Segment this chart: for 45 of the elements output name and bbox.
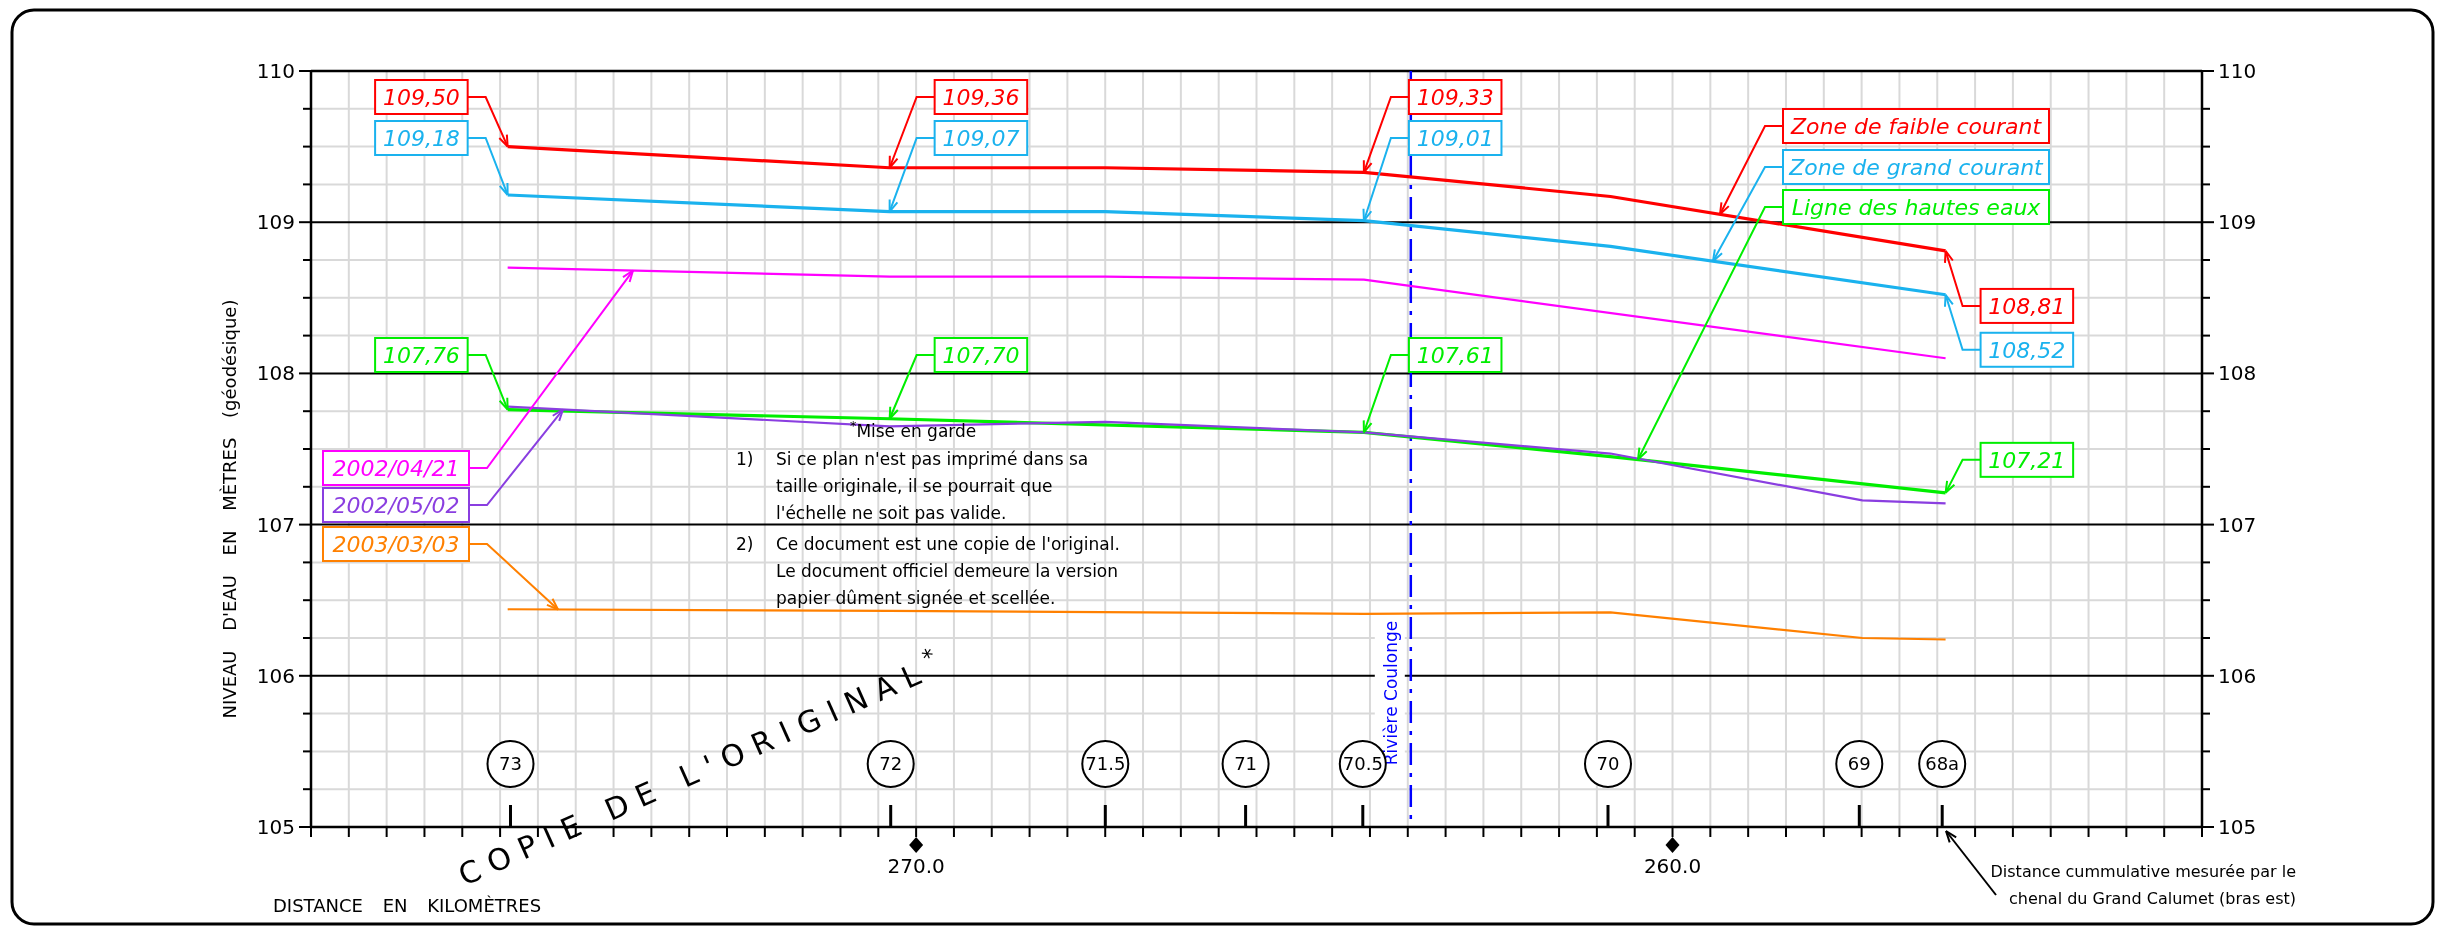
text: Zone de faible courant: [1789, 113, 2043, 139]
y-tick-label: 107: [256, 512, 295, 537]
data-label: 109,01: [1416, 125, 1494, 151]
annotation: $^{*}$Mise en garde: [850, 417, 977, 441]
y-axis-title: NIVEAU D'EAU EN MÈTRES (géodésique): [219, 299, 240, 719]
annotation: 69: [1847, 753, 1871, 775]
data-label: 109,18: [382, 125, 460, 151]
y-tick-label: 106: [256, 663, 295, 688]
y2-tick-label: 108: [2218, 361, 2257, 386]
y2-tick-label: 110: [2218, 59, 2257, 83]
y2-tick-label: 107: [2218, 512, 2257, 537]
text: Distance cummulative mesurée par le chenal du Grand Calumet (bras est): [1990, 862, 2296, 908]
data-label: 107,21: [1988, 447, 2066, 473]
y-tick-label: 110: [256, 59, 295, 83]
data-label: 109,50: [382, 84, 460, 110]
annotation: 70.5: [1342, 753, 1383, 775]
x-axis-title: DISTANCE EN KILOMÈTRES: [273, 895, 542, 916]
annotation: 73: [499, 753, 522, 775]
y2-tick-label: 109: [2218, 210, 2257, 235]
data-label: 107,76: [382, 342, 460, 368]
text: 2) Ce document est une copie de l'original. Le document officiel demeure la version papier dûment signée et scellée.: [736, 534, 1120, 608]
data-label: 109,36: [942, 84, 1020, 110]
text: Zone de grand courant: [1788, 154, 2045, 180]
text: 2002/04/21: [332, 455, 460, 481]
text: 1) Si ce plan n'est pas imprimé dans sa taille originale, il se pourrait que l'échelle ne soit pas valide.: [736, 449, 1089, 523]
y2-tick-label: 105: [2218, 815, 2257, 839]
text: 2003/03/03: [332, 531, 460, 557]
x-tick-label: 270.0: [887, 854, 945, 878]
data-label: 107,70: [942, 342, 1020, 368]
annotation: 70: [1596, 753, 1620, 775]
annotation: 68a: [1925, 753, 1960, 775]
annotation: 71.5: [1085, 753, 1126, 775]
y2-tick-label: 106: [2218, 663, 2257, 688]
data-label: 109,07: [942, 125, 1020, 151]
text: 2002/05/02: [332, 492, 460, 518]
x-tick-label: 260.0: [1643, 854, 1702, 878]
data-label: 109,33: [1416, 84, 1494, 110]
y-tick-label: 108: [256, 361, 295, 386]
data-label: 108,52: [1988, 337, 2066, 363]
annotation: 71: [1234, 753, 1258, 775]
text: Ligne des hautes eaux: [1791, 194, 2042, 220]
data-label: 108,81: [1988, 293, 2066, 319]
data-label: 107,61: [1416, 342, 1494, 368]
y-tick-label: 105: [256, 815, 295, 839]
y-tick-label: 109: [256, 210, 295, 235]
